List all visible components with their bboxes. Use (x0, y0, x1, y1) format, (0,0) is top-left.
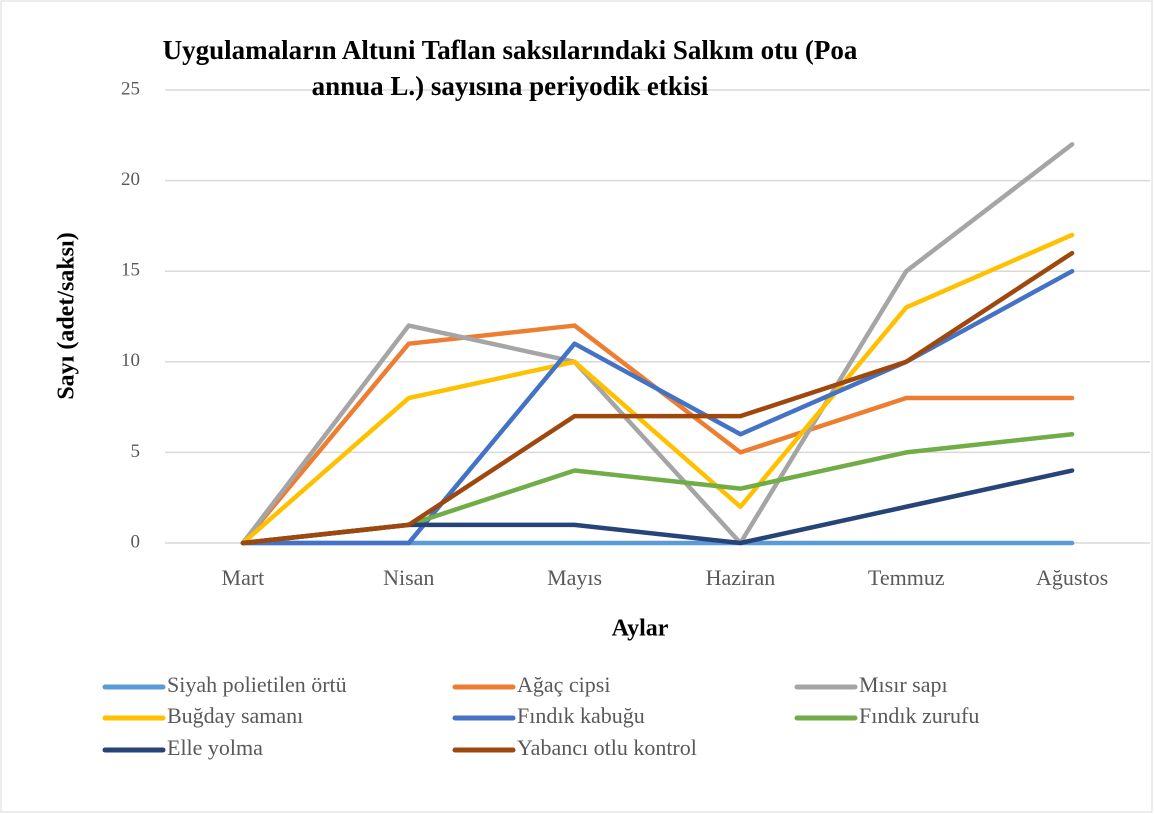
series-line (240, 142, 1075, 546)
y-tick-label: 10 (121, 350, 140, 371)
x-axis-title: Aylar (612, 616, 669, 642)
legend-label: Buğday samanı (167, 703, 303, 728)
x-tick-label: Mayıs (547, 565, 602, 590)
chart-title: Uygulamaların Altuni Taflan saksılarında… (162, 35, 858, 101)
y-tick-label: 5 (131, 441, 141, 462)
x-tick-label: Haziran (706, 565, 776, 590)
x-tick-label: Mart (222, 565, 265, 590)
y-axis-title: Sayı (adet/saksı) (54, 232, 80, 399)
legend-label: Siyah polietilen örtü (167, 672, 347, 697)
legend-label: Elle yolma (167, 735, 263, 760)
legend-label: Ağaç cipsi (517, 672, 610, 697)
y-tick-label: 20 (121, 169, 140, 190)
y-tick-label: 0 (131, 531, 141, 552)
series-line (240, 268, 1075, 546)
series-line (240, 232, 1075, 546)
legend-label: Mısır sapı (859, 672, 948, 697)
x-tick-label: Ağustos (1036, 565, 1108, 590)
legend-label: Fındık kabuğu (517, 703, 645, 728)
y-tick-label: 15 (121, 260, 140, 281)
legend-label: Fındık zurufu (859, 703, 979, 728)
x-tick-label: Nisan (383, 565, 434, 590)
legend-label: Yabancı otlu kontrol (517, 735, 697, 760)
x-tick-label: Temmuz (868, 565, 945, 590)
series-line (240, 250, 1075, 546)
y-tick-label: 25 (121, 78, 140, 99)
